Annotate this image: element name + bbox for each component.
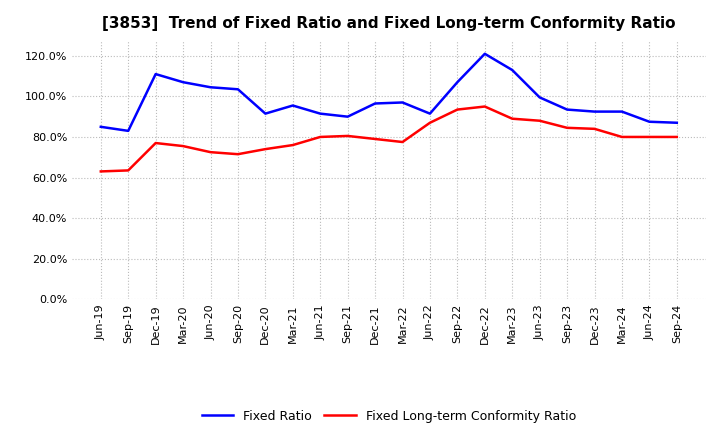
Line: Fixed Ratio: Fixed Ratio [101, 54, 677, 131]
Fixed Long-term Conformity Ratio [343, 133, 352, 139]
Fixed Ratio [124, 128, 132, 133]
Legend: Fixed Ratio, Fixed Long-term Conformity Ratio: Fixed Ratio, Fixed Long-term Conformity … [197, 405, 581, 428]
Fixed Long-term Conformity Ratio [96, 169, 105, 174]
Fixed Ratio [536, 95, 544, 100]
Fixed Ratio [672, 120, 681, 125]
Fixed Ratio [480, 51, 489, 56]
Fixed Ratio [179, 80, 187, 85]
Fixed Ratio [398, 100, 407, 105]
Fixed Long-term Conformity Ratio [672, 134, 681, 139]
Fixed Long-term Conformity Ratio [426, 120, 434, 125]
Fixed Ratio [563, 107, 572, 112]
Fixed Ratio [289, 103, 297, 108]
Fixed Ratio [206, 84, 215, 90]
Fixed Long-term Conformity Ratio [536, 118, 544, 123]
Fixed Long-term Conformity Ratio [151, 140, 160, 146]
Fixed Ratio [261, 111, 270, 116]
Fixed Long-term Conformity Ratio [645, 134, 654, 139]
Fixed Long-term Conformity Ratio [480, 104, 489, 109]
Fixed Long-term Conformity Ratio [590, 126, 599, 132]
Fixed Ratio [508, 67, 516, 73]
Fixed Ratio [233, 87, 242, 92]
Fixed Ratio [151, 71, 160, 77]
Fixed Long-term Conformity Ratio [124, 168, 132, 173]
Line: Fixed Long-term Conformity Ratio: Fixed Long-term Conformity Ratio [101, 106, 677, 172]
Fixed Ratio [426, 111, 434, 116]
Fixed Long-term Conformity Ratio [508, 116, 516, 121]
Fixed Ratio [453, 80, 462, 85]
Fixed Long-term Conformity Ratio [398, 139, 407, 145]
Fixed Ratio [645, 119, 654, 125]
Fixed Ratio [96, 124, 105, 129]
Title: [3853]  Trend of Fixed Ratio and Fixed Long-term Conformity Ratio: [3853] Trend of Fixed Ratio and Fixed Lo… [102, 16, 675, 32]
Fixed Long-term Conformity Ratio [618, 134, 626, 139]
Fixed Long-term Conformity Ratio [233, 151, 242, 157]
Fixed Long-term Conformity Ratio [206, 150, 215, 155]
Fixed Long-term Conformity Ratio [316, 134, 325, 139]
Fixed Long-term Conformity Ratio [289, 143, 297, 148]
Fixed Long-term Conformity Ratio [371, 136, 379, 142]
Fixed Ratio [618, 109, 626, 114]
Fixed Ratio [316, 111, 325, 116]
Fixed Long-term Conformity Ratio [179, 143, 187, 149]
Fixed Ratio [343, 114, 352, 119]
Fixed Long-term Conformity Ratio [453, 107, 462, 112]
Fixed Long-term Conformity Ratio [261, 147, 270, 152]
Fixed Ratio [590, 109, 599, 114]
Fixed Ratio [371, 101, 379, 106]
Fixed Long-term Conformity Ratio [563, 125, 572, 131]
